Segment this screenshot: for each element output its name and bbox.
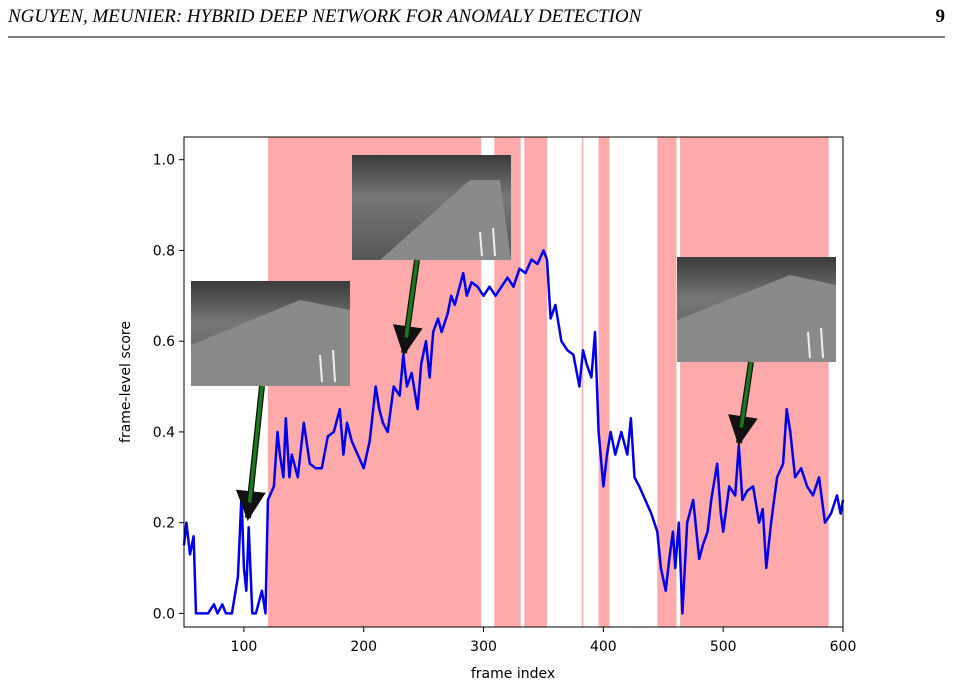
x-tick-label: 400: [590, 639, 617, 655]
y-tick-label: 1.0: [153, 153, 175, 169]
anomaly-span: [598, 137, 610, 627]
x-tick-label: 600: [830, 639, 857, 655]
x-tick-label: 200: [350, 639, 377, 655]
anomaly-span: [657, 137, 677, 627]
x-axis-label: frame index: [471, 666, 555, 682]
y-tick-label: 0.6: [153, 334, 175, 350]
anomaly-span: [680, 137, 829, 627]
anomaly-span: [524, 137, 548, 627]
y-axis-label: frame-level score: [118, 321, 134, 443]
inset-images: [191, 155, 836, 386]
x-tick-label: 300: [470, 639, 497, 655]
plot-frame: [183, 136, 844, 628]
frame-image: [352, 155, 511, 260]
anomaly-span: [581, 137, 584, 627]
arrows: [235, 259, 758, 521]
score-line: [182, 249, 845, 615]
x-tick-label: 100: [231, 639, 258, 655]
page-number: 9: [936, 6, 946, 27]
frame-image: [677, 257, 836, 362]
y-tick-label: 0.0: [153, 606, 175, 622]
x-tick-label: 500: [710, 639, 737, 655]
header-title: NGUYEN, MEUNIER: HYBRID DEEP NETWORK FOR…: [7, 6, 643, 27]
frame-image: [191, 281, 350, 386]
y-tick-label: 0.4: [153, 425, 175, 441]
y-tick-label: 0.2: [153, 516, 175, 532]
y-tick-label: 0.8: [153, 243, 175, 259]
